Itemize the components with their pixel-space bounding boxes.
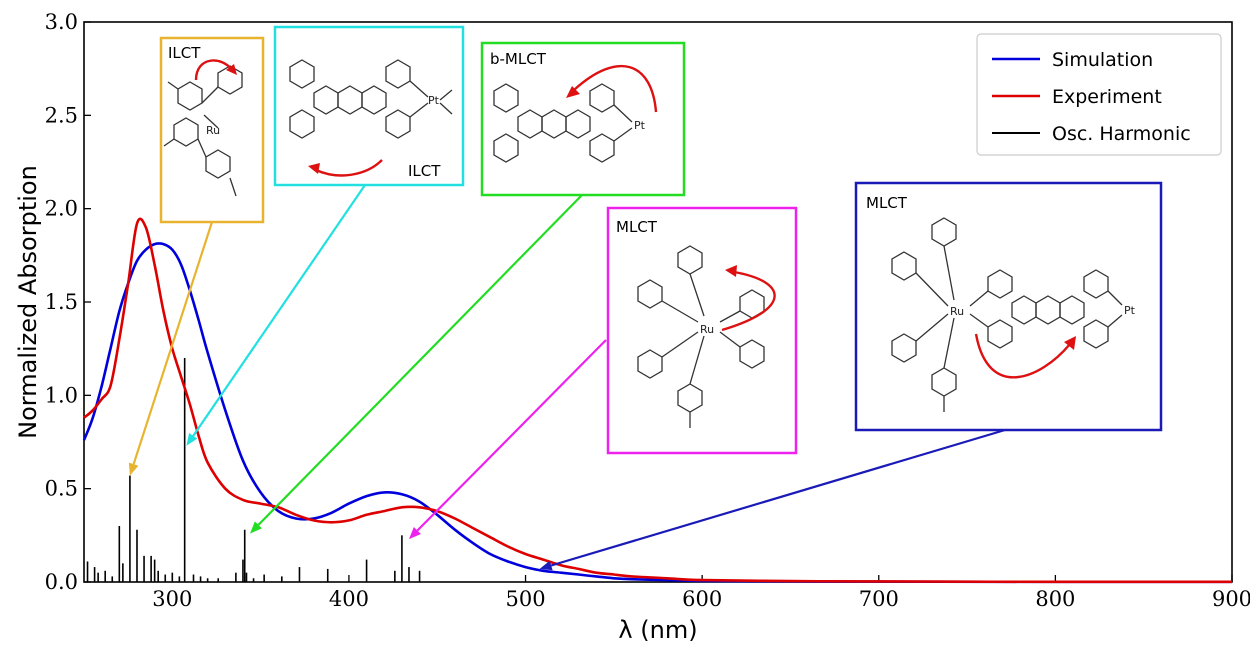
y-tick-label: 1.0 xyxy=(45,383,78,407)
legend-label-experiment: Experiment xyxy=(1052,86,1162,108)
annotation-box-mlct-magenta: MLCT Ru xyxy=(606,206,798,455)
annotation-arrow-line xyxy=(132,221,214,465)
molecule-structure-dppz-pt xyxy=(289,59,453,139)
annotation-label-ilct-orange: ILCT xyxy=(168,44,201,62)
pt-atom-label-3: Pt xyxy=(1124,304,1136,317)
annotation-box-ilct-cyan: ILCT Pt xyxy=(273,25,465,187)
plot-area xyxy=(82,217,1233,584)
x-tick-label: 900 xyxy=(1212,587,1250,611)
transition-arrow-b-mlct xyxy=(573,64,658,113)
legend-box xyxy=(976,33,1222,156)
x-tick-label: 700 xyxy=(859,587,899,611)
y-tick-label: 0.0 xyxy=(45,570,78,594)
annotation-label-mlct-magenta: MLCT xyxy=(616,218,658,236)
ru-atom-label-2: Ru xyxy=(700,323,714,336)
legend-label-simulation: Simulation xyxy=(1052,49,1153,71)
x-axis-label: λ (nm) xyxy=(618,616,697,644)
y-tick-label: 3.0 xyxy=(45,10,78,34)
x-tick-label: 800 xyxy=(1035,587,1075,611)
legend: Simulation Experiment Osc. Harmonic xyxy=(976,33,1222,156)
transition-arrow-ilct-cyan xyxy=(315,159,383,177)
x-tick-label: 500 xyxy=(505,587,545,611)
annotation-label-b-mlct: b-MLCT xyxy=(490,50,547,68)
y-tick-label: 0.5 xyxy=(45,477,78,501)
molecule-structure-b-mlct xyxy=(493,83,633,163)
molecule-structure-mlct-navy xyxy=(891,217,1123,412)
annotation-arrow-line xyxy=(550,428,1006,567)
annotation-label-mlct-navy: MLCT xyxy=(866,194,908,212)
annotation-arrow-head xyxy=(539,560,553,571)
annotation-arrow-head xyxy=(186,433,198,446)
y-axis-label: Normalized Absorption xyxy=(14,165,42,439)
ru-atom-label-3: Ru xyxy=(950,305,964,318)
annotation-label-ilct-cyan: ILCT xyxy=(408,162,441,180)
y-tick-label: 2.0 xyxy=(45,197,78,221)
annotation-arrows xyxy=(128,184,1006,571)
annotation-arrow-head xyxy=(128,462,139,476)
transition-arrow-ilct-orange xyxy=(194,59,233,81)
molecule-structure-ru-bpy xyxy=(163,65,243,197)
y-tick-label: 1.5 xyxy=(45,290,78,314)
transition-arrow-mlct-navy xyxy=(974,333,1071,379)
annotation-arrow-head xyxy=(408,527,421,540)
annotation-arrow-head xyxy=(250,521,262,534)
legend-label-osc-harmonic: Osc. Harmonic xyxy=(1052,123,1191,145)
annotation-box-ilct-orange: ILCT Ru xyxy=(159,36,265,224)
pt-atom-label-1: Pt xyxy=(428,94,440,107)
y-tick-label: 2.5 xyxy=(45,103,78,127)
x-tick-label: 400 xyxy=(329,587,369,611)
tick-group: 300 400 500 600 700 800 900 0.0 0.5 1.0 1.5 2.0 2.5 3… xyxy=(45,10,1250,611)
experiment-curve xyxy=(83,217,1233,584)
annotation-arrow-line xyxy=(192,184,366,437)
annotation-box-mlct-navy: MLCT Ru Pt xyxy=(854,181,1163,432)
annotation-arrow-line xyxy=(257,194,583,526)
transition-arrow-mlct-magenta xyxy=(721,270,776,332)
ru-atom-label-1: Ru xyxy=(206,124,220,137)
annotation-box-b-mlct: b-MLCT Pt xyxy=(480,41,686,197)
annotation-arrow-line xyxy=(416,339,607,532)
x-tick-label: 600 xyxy=(682,587,722,611)
x-tick-label: 300 xyxy=(152,587,192,611)
pt-atom-label-2: Pt xyxy=(634,119,646,132)
